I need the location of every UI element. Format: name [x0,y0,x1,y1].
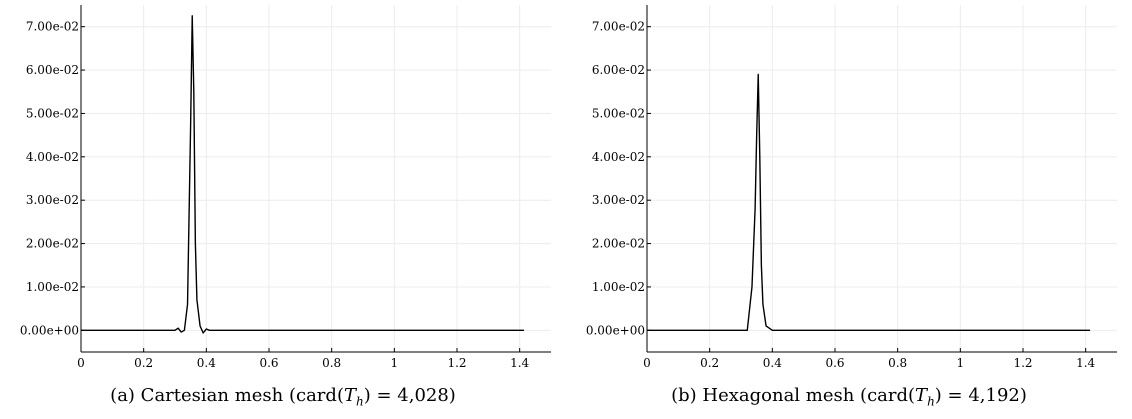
series-line [81,15,525,334]
x-tick-label: 0 [643,356,651,370]
x-tick-label: 1.4 [1076,356,1095,370]
chart-svg-b: 0 0.2 0.4 0.6 0.8 1 1.2 1.4 0.00e+00 1.00e-02 2.00… [586,5,1117,370]
chart-panel-b: 0 0.2 0.4 0.6 0.8 1 1.2 1.4 0.00e+00 1.00e-02 2.00… [566,0,1132,419]
x-tick-label: 0.4 [763,356,782,370]
caption-prefix: (a) Cartesian mesh (card( [110,385,344,406]
x-tick-label: 1.2 [1013,356,1032,370]
x-tick-label: 0.2 [134,356,153,370]
x-tick-label: 0.2 [700,356,719,370]
y-tick-label: 7.00e-02 [592,20,645,34]
caption-symbol: T [343,385,356,406]
x-tick-label: 0.8 [322,356,341,370]
x-tick-label: 0.8 [888,356,907,370]
y-tick-label: 3.00e-02 [592,193,645,207]
x-tick-label: 1 [391,356,399,370]
y-tick-label: 5.00e-02 [592,106,645,120]
x-tick-label: 1.4 [510,356,529,370]
y-tick-label: 2.00e-02 [592,237,645,251]
caption-suffix: ) = 4,192) [934,385,1027,406]
x-tick-label: 1.2 [447,356,466,370]
series-line [647,73,1091,332]
chart-svg-a: 0 0.2 0.4 0.6 0.8 1 1.2 1.4 0.00e+00 1.00e-02 2.00… [20,5,551,370]
y-tick-label: 6.00e-02 [592,63,645,77]
caption-symbol: T [915,385,928,406]
caption-prefix: (b) Hexagonal mesh (card( [671,385,916,406]
caption-subscript: h [927,394,935,409]
y-tick-label: 2.00e-02 [26,237,79,251]
chart-caption-a: (a) Cartesian mesh (card(Th) = 4,028) [0,385,566,409]
x-tick-label: 0.6 [259,356,278,370]
caption-subscript: h [355,394,364,409]
x-tick-label: 0 [77,356,85,370]
x-tick-label: 0.4 [197,356,216,370]
y-tick-label: 3.00e-02 [26,193,79,207]
x-tick-label: 0.6 [825,356,844,370]
y-tick-label: 0.00e+00 [20,323,79,337]
y-tick-label: 4.00e-02 [26,150,79,164]
y-tick-label: 1.00e-02 [26,280,79,294]
chart-panel-a: 0 0.2 0.4 0.6 0.8 1 1.2 1.4 0.00e+00 1.00e-02 2.00… [0,5,566,409]
y-tick-label: 1.00e-02 [592,280,645,294]
y-tick-label: 7.00e-02 [26,20,79,34]
y-tick-label: 6.00e-02 [26,63,79,77]
y-tick-label: 4.00e-02 [592,150,645,164]
caption-suffix: ) = 4,028) [363,385,456,406]
y-tick-label: 5.00e-02 [26,106,79,120]
chart-caption-b: (b) Hexagonal mesh (card(Th) = 4,192) [566,385,1132,409]
x-tick-label: 1 [957,356,965,370]
y-tick-label: 0.00e+00 [586,323,645,337]
